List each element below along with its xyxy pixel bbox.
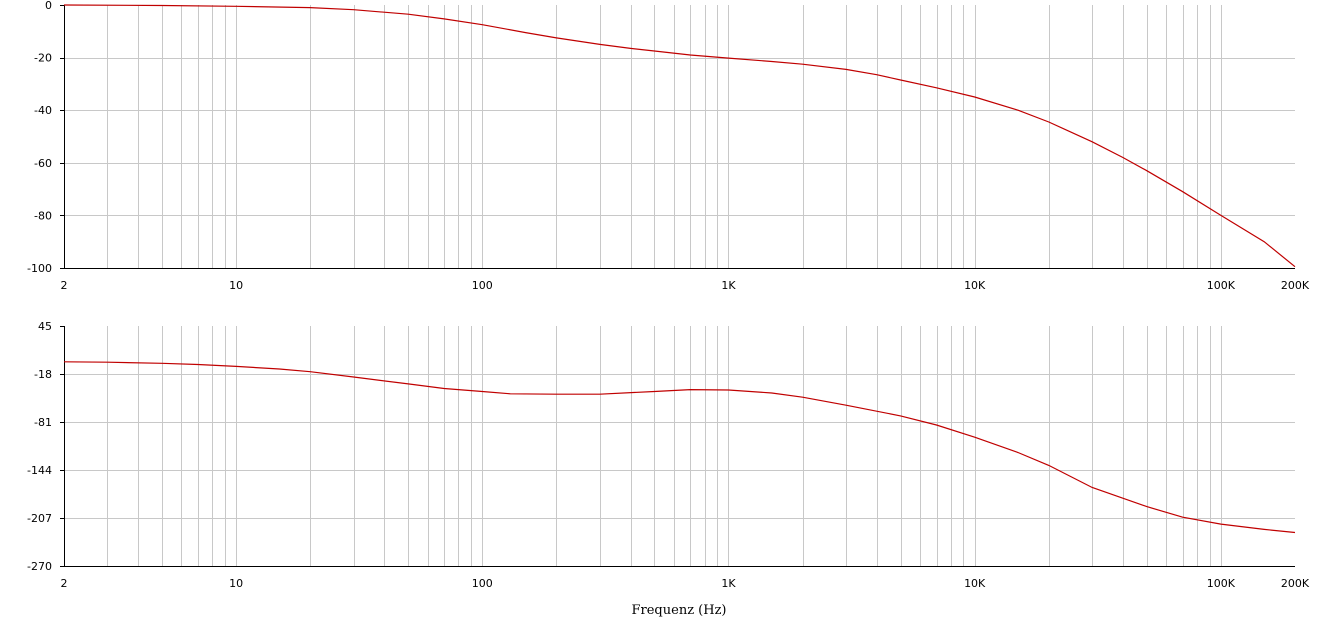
x-tick-label: 2 (61, 279, 68, 292)
x-tick-label: 10K (964, 279, 986, 292)
x-tick-label: 200K (1281, 577, 1310, 590)
y-tick-label: -144 (27, 464, 52, 477)
x-axis-title: Frequenz (Hz) (632, 603, 727, 618)
x-tick-label: 1K (721, 577, 736, 590)
y-tick-label: -207 (27, 512, 52, 525)
y-tick-label: -40 (34, 104, 52, 117)
x-tick-label: 10 (229, 279, 243, 292)
phase-curve (63, 361, 1296, 534)
y-tick-label: -20 (34, 52, 52, 65)
y-tick-label: 0 (45, 0, 52, 12)
x-tick-label: 100K (1207, 577, 1236, 590)
y-tick-label: -80 (34, 209, 52, 222)
y-tick-label: -81 (34, 416, 52, 429)
y-tick-label: -270 (27, 560, 52, 573)
x-tick-label: 200K (1281, 279, 1310, 292)
x-tick-label: 100 (472, 577, 493, 590)
magnitude-curve (63, 4, 1296, 268)
x-tick-label: 10 (229, 577, 243, 590)
x-tick-label: 1K (721, 279, 736, 292)
x-tick-label: 100K (1207, 279, 1236, 292)
y-tick-label: 45 (38, 320, 52, 333)
magnitude-panel: 0 -20 -40 -60 -80 -100 2 10 100 1K 10K 100K 200K (27, 0, 1310, 292)
y-tick-label: -60 (34, 157, 52, 170)
phase-panel: 45 -18 -81 -144 -207 -270 2 10 100 1K 10K 100K 200K (27, 320, 1310, 590)
x-tick-label: 100 (472, 279, 493, 292)
y-tick-label: -18 (34, 368, 52, 381)
x-tick-label: 10K (964, 577, 986, 590)
y-tick-label: -100 (27, 262, 52, 275)
x-tick-label: 2 (61, 577, 68, 590)
